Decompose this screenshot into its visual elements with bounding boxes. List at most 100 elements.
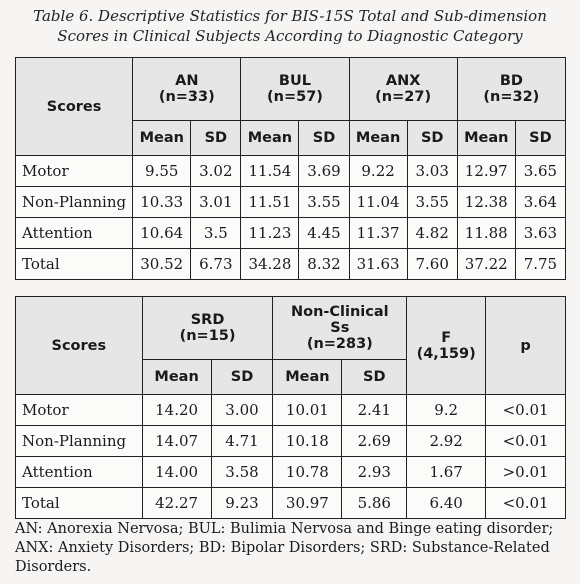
p-header: p (485, 296, 566, 395)
row-label: Non-Planning (15, 425, 143, 457)
table-cell: 9.22 (348, 155, 408, 187)
group-header-non-clinical: Non-Clinical Ss (n=283) (272, 296, 408, 360)
table-cell: 6.40 (406, 487, 487, 519)
table-cell: 10.01 (272, 394, 343, 426)
table-cell: 10.78 (272, 456, 343, 488)
group-header-bd: BD (n=32) (456, 57, 567, 121)
table-cell: 2.41 (341, 394, 408, 426)
table-caption: Table 6. Descriptive Statistics for BIS-… (0, 6, 580, 46)
table-cell: 3.58 (210, 456, 274, 488)
table-cell: 14.00 (141, 456, 212, 488)
table-cell: 37.22 (456, 248, 516, 280)
table-cell: 3.5 (190, 217, 242, 249)
sd-header: SD (210, 359, 274, 395)
table-cell: 9.55 (132, 155, 192, 187)
diagnostic-table-1: Scores AN (n=33) BUL (n=57) ANX (n=27) BD (n… (14, 57, 567, 280)
table-cell: 11.23 (240, 217, 300, 249)
table-cell: 6.73 (190, 248, 242, 280)
table-row: Motor 9.55 3.02 11.54 3.69 9.22 3.03 12.97 3.65 (14, 155, 567, 187)
mean-header: Mean (272, 359, 343, 395)
table-cell: 2.69 (341, 425, 408, 457)
table-cell: 3.55 (406, 186, 458, 218)
table-cell: 31.63 (348, 248, 408, 280)
table-cell: 4.71 (210, 425, 274, 457)
table-cell: 11.04 (348, 186, 408, 218)
sd-header: SD (341, 359, 408, 395)
table-cell: 1.67 (406, 456, 487, 488)
sd-header: SD (298, 120, 350, 156)
table-cell: 12.38 (456, 186, 516, 218)
row-label: Attention (15, 456, 143, 488)
group-header-anx: ANX (n=27) (348, 57, 458, 121)
table-cell: 9.23 (210, 487, 274, 519)
table-cell: 30.97 (272, 487, 343, 519)
diagnostic-table-2: Scores SRD (n=15) Non-Clinical Ss (n=283) … (15, 296, 566, 519)
sd-header: SD (190, 120, 242, 156)
table-cell: 7.60 (406, 248, 458, 280)
table-cell: 3.01 (190, 186, 242, 218)
table-footnote: AN: Anorexia Nervosa; BUL: Bulimia Nervo… (15, 521, 554, 575)
table-cell: 34.28 (240, 248, 300, 280)
table-row: Attention 14.00 3.58 10.78 2.93 1.67 >0.01 (15, 456, 566, 488)
table-row: Total 30.52 6.73 34.28 8.32 31.63 7.60 37.22 7.7… (14, 248, 567, 280)
mean-header: Mean (132, 120, 192, 156)
table-cell: 8.32 (298, 248, 350, 280)
sd-header: SD (406, 120, 458, 156)
caption-line-2: Scores in Clinical Subjects According to… (57, 27, 523, 45)
f-header: F (4,159) (406, 296, 487, 395)
table-cell: 7.75 (514, 248, 567, 280)
row-label: Total (15, 487, 143, 519)
table-cell: 10.33 (132, 186, 192, 218)
table-cell: <0.01 (485, 394, 566, 426)
table-cell: 3.55 (298, 186, 350, 218)
table-cell: 3.63 (514, 217, 567, 249)
table-cell: 11.37 (348, 217, 408, 249)
table-cell: 3.69 (298, 155, 350, 187)
table-cell: 3.64 (514, 186, 567, 218)
sd-header: SD (514, 120, 567, 156)
row-label: Attention (14, 217, 134, 249)
table-cell: 2.93 (341, 456, 408, 488)
caption-line-1: Table 6. Descriptive Statistics for BIS-… (33, 7, 547, 25)
table-cell: 3.65 (514, 155, 567, 187)
table-cell: 42.27 (141, 487, 212, 519)
table-cell: 3.00 (210, 394, 274, 426)
scores-header: Scores (15, 296, 143, 395)
table-cell: 10.18 (272, 425, 343, 457)
table-cell: 30.52 (132, 248, 192, 280)
group-header-an: AN (n=33) (132, 57, 242, 121)
table-cell: 9.2 (406, 394, 487, 426)
row-label: Non-Planning (14, 186, 134, 218)
mean-header: Mean (141, 359, 212, 395)
table-1-body: Motor 9.55 3.02 11.54 3.69 9.22 3.03 12.97 3.65 N… (14, 155, 567, 280)
table-cell: <0.01 (485, 425, 566, 457)
mean-header: Mean (240, 120, 300, 156)
table-cell: 4.82 (406, 217, 458, 249)
table-cell: 14.07 (141, 425, 212, 457)
table-row: Attention 10.64 3.5 11.23 4.45 11.37 4.82 11.88… (14, 217, 567, 249)
table-row: Total 42.27 9.23 30.97 5.86 6.40 <0.01 (15, 487, 566, 519)
row-label: Total (14, 248, 134, 280)
table-cell: 5.86 (341, 487, 408, 519)
mean-header: Mean (456, 120, 516, 156)
group-header-bul: BUL (n=57) (240, 57, 350, 121)
group-header-srd: SRD (n=15) (141, 296, 274, 360)
scores-header: Scores (14, 57, 134, 156)
row-label: Motor (14, 155, 134, 187)
table-cell: 3.03 (406, 155, 458, 187)
table-row: Non-Planning 14.07 4.71 10.18 2.69 2.92 <0.01 (15, 425, 566, 457)
table-cell: 3.02 (190, 155, 242, 187)
table-cell: >0.01 (485, 456, 566, 488)
table-cell: 11.88 (456, 217, 516, 249)
table-row: Motor 14.20 3.00 10.01 2.41 9.2 <0.01 (15, 394, 566, 426)
table-cell: 10.64 (132, 217, 192, 249)
table-cell: 11.54 (240, 155, 300, 187)
mean-header: Mean (348, 120, 408, 156)
row-label: Motor (15, 394, 143, 426)
table-2-body: Motor 14.20 3.00 10.01 2.41 9.2 <0.01 Non-Plann… (15, 394, 566, 519)
table-cell: 4.45 (298, 217, 350, 249)
table-row: Non-Planning 10.33 3.01 11.51 3.55 11.04 3.55 1… (14, 186, 567, 218)
table-cell: 14.20 (141, 394, 212, 426)
table-cell: <0.01 (485, 487, 566, 519)
table-cell: 12.97 (456, 155, 516, 187)
